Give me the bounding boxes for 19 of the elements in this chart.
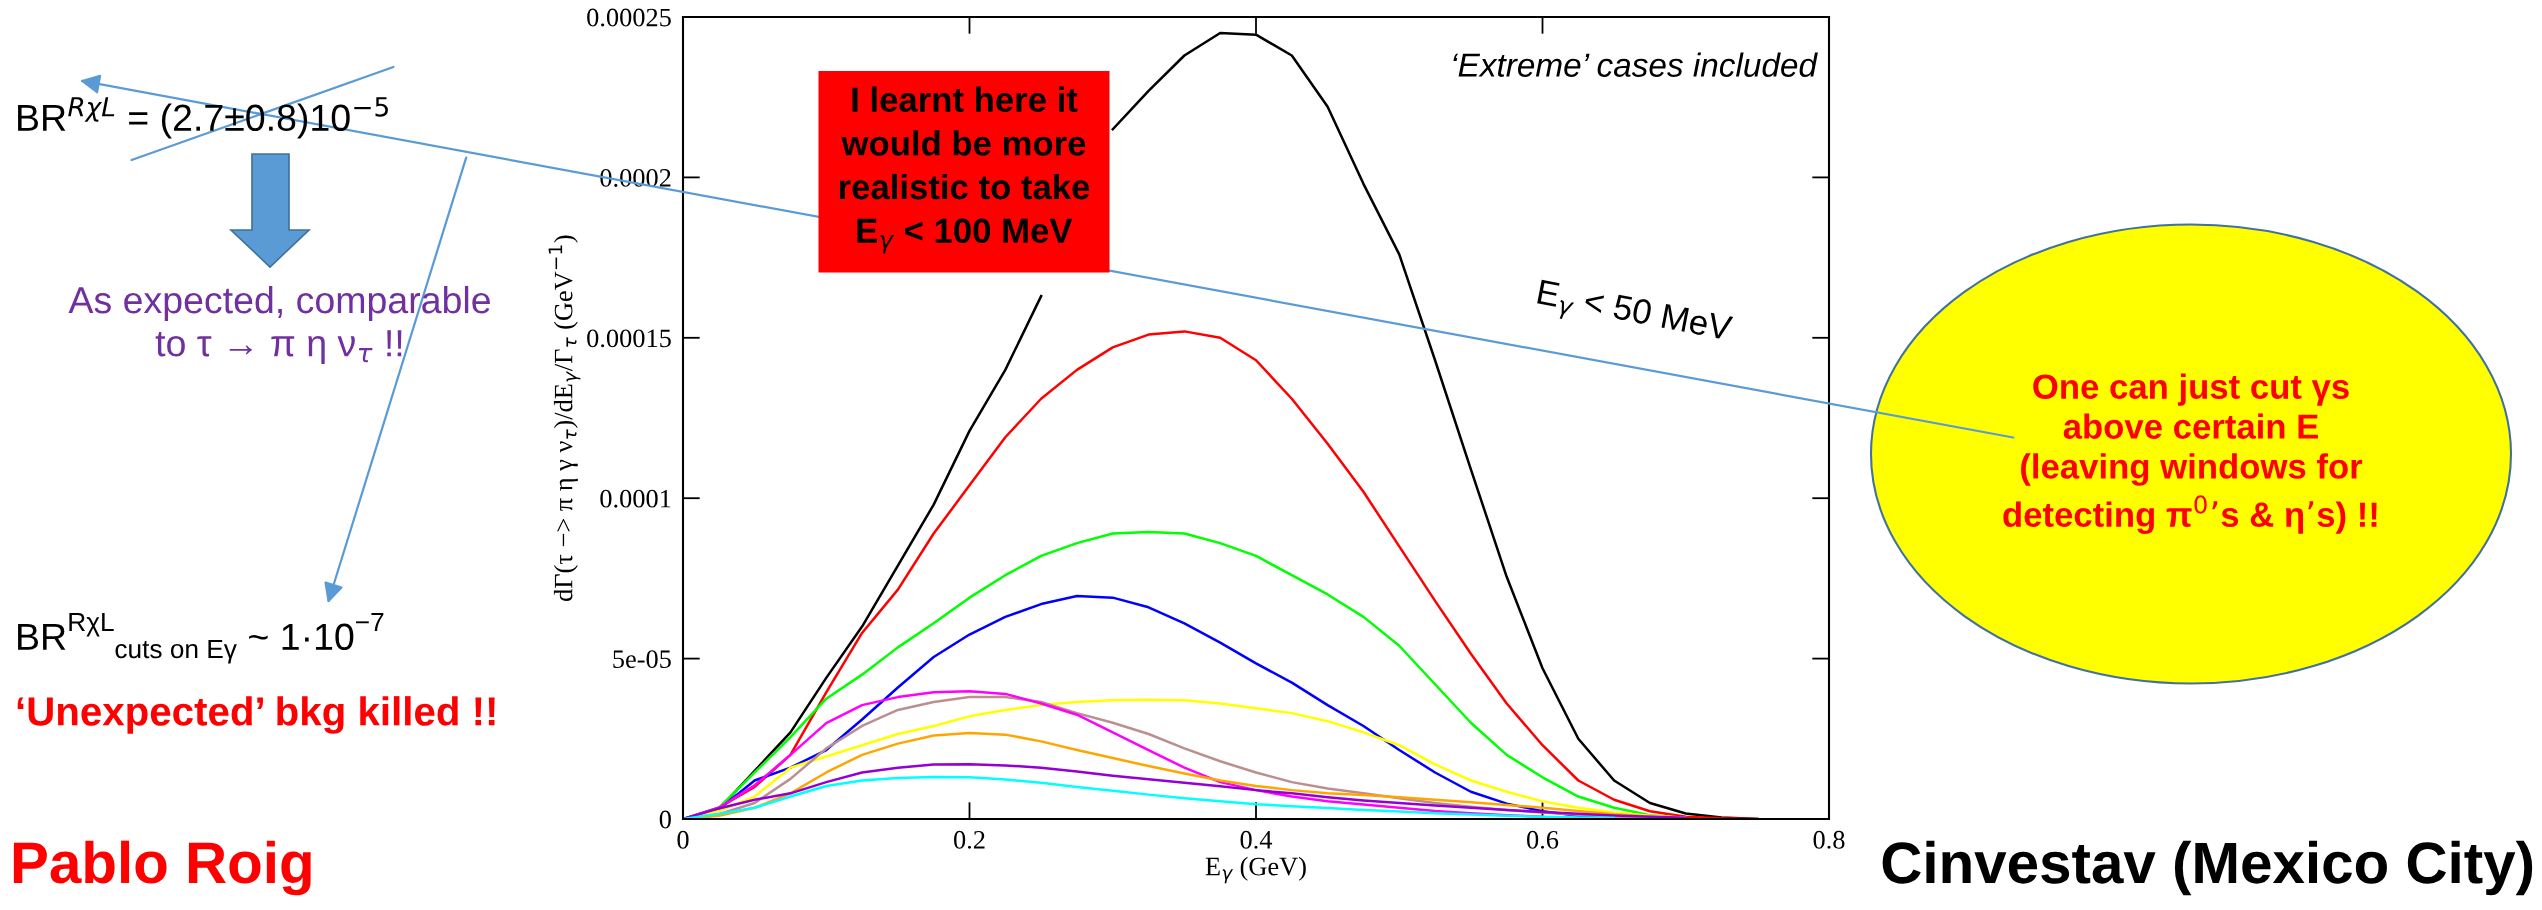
y-tick-label: 0 (659, 810, 671, 829)
annotation: ‘Extreme’ cases included (1453, 52, 1818, 77)
text: One can just cut γs above certain E (leaving windows for detecting π$^{0}$’s & η’s) !! (2003, 373, 2377, 534)
x-tick-label: 0 (677, 830, 689, 849)
text: Cinvestav (Mexico City) (1882, 840, 2533, 896)
x-axis-title: E$_{γ}$ (GeV) (1205, 856, 1306, 884)
text: ‘Unexpected’ bkg killed !! (17, 696, 495, 734)
x-tick-label: 0.2 (954, 830, 985, 849)
text: Pablo Roig (13, 840, 311, 896)
text: dΓ(τ −> π η γ ν$_{τ}$)/dE$_{γ}$/Γ$_{τ}$ (GeV$^{−1}$) (548, 235, 581, 601)
y-tick-label: 5e-05 (613, 650, 671, 669)
y-tick-label: 0.00025 (587, 8, 671, 27)
x-tick-label: 0.6 (1527, 830, 1559, 849)
x-tick-label: 0.4 (1240, 830, 1273, 849)
y-tick-label: 0.0001 (600, 489, 671, 508)
y-tick-label: 0.00015 (587, 329, 671, 348)
annotation: E$_{γ}$ < 50 MeV (1535, 279, 1734, 351)
annotation: I learnt here it would be more realistic to take E$_{γ}$ < 100 MeV (839, 86, 1090, 254)
x-tick-label: 0.8 (1813, 830, 1845, 849)
